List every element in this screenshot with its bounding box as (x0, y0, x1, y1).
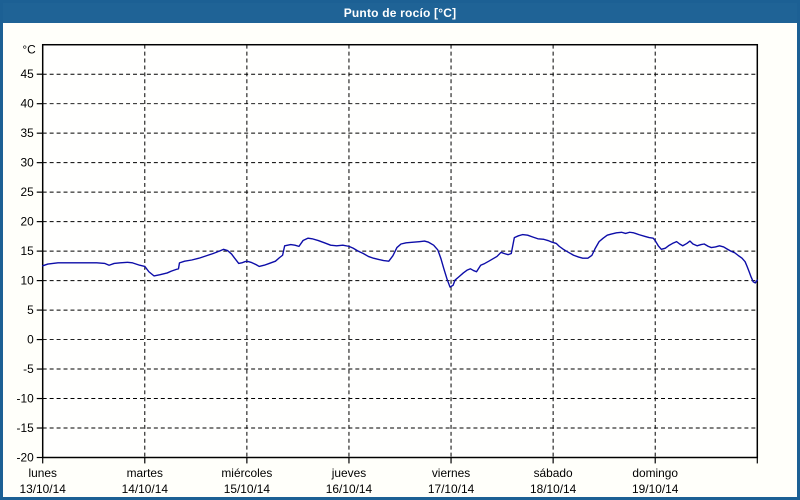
x-day-label: lunes (28, 466, 57, 480)
x-day-label: sábado (534, 466, 573, 480)
y-tick-label: -15 (17, 421, 35, 435)
y-tick-label: 15 (21, 244, 35, 258)
y-tick-label: 25 (21, 185, 35, 199)
x-date-label: 13/10/14 (20, 482, 67, 496)
x-date-label: 19/10/14 (632, 482, 679, 496)
x-date-label: 15/10/14 (224, 482, 271, 496)
chart-title-bar: Punto de rocío [°C] (3, 3, 797, 23)
x-date-label: 14/10/14 (122, 482, 169, 496)
x-day-label: viernes (432, 466, 470, 480)
x-day-label: domingo (632, 466, 678, 480)
x-date-label: 16/10/14 (326, 482, 373, 496)
y-tick-label: 0 (27, 333, 34, 347)
y-tick-label: 30 (21, 156, 35, 170)
dewpoint-chart-svg: 45 40 35 30 25 20 15 10 5 0 -5 -10 -15 -20 °C lunes 13/1… (17, 43, 759, 496)
y-tick-label: 45 (21, 67, 35, 81)
y-tick-label: 35 (21, 126, 35, 140)
y-axis-unit-label: °C (22, 43, 36, 57)
y-tick-label: 5 (27, 303, 34, 317)
data-line (42, 231, 758, 288)
chart-area: 45 40 35 30 25 20 15 10 5 0 -5 -10 -15 -20 °C lunes 13/1… (3, 23, 797, 497)
y-tick-label: -20 (17, 450, 35, 464)
x-day-label: jueves (331, 466, 366, 480)
y-tick-label: 10 (21, 274, 35, 288)
chart-title: Punto de rocío [°C] (343, 6, 457, 20)
x-date-label: 18/10/14 (530, 482, 577, 496)
y-tick-label: 40 (21, 97, 35, 111)
x-day-label: martes (127, 466, 163, 480)
y-tick-label: -5 (23, 362, 34, 376)
x-date-label: 17/10/14 (428, 482, 475, 496)
y-tick-label: -10 (17, 392, 35, 406)
x-day-label: miércoles (221, 466, 272, 480)
y-tick-label: 20 (21, 215, 35, 229)
